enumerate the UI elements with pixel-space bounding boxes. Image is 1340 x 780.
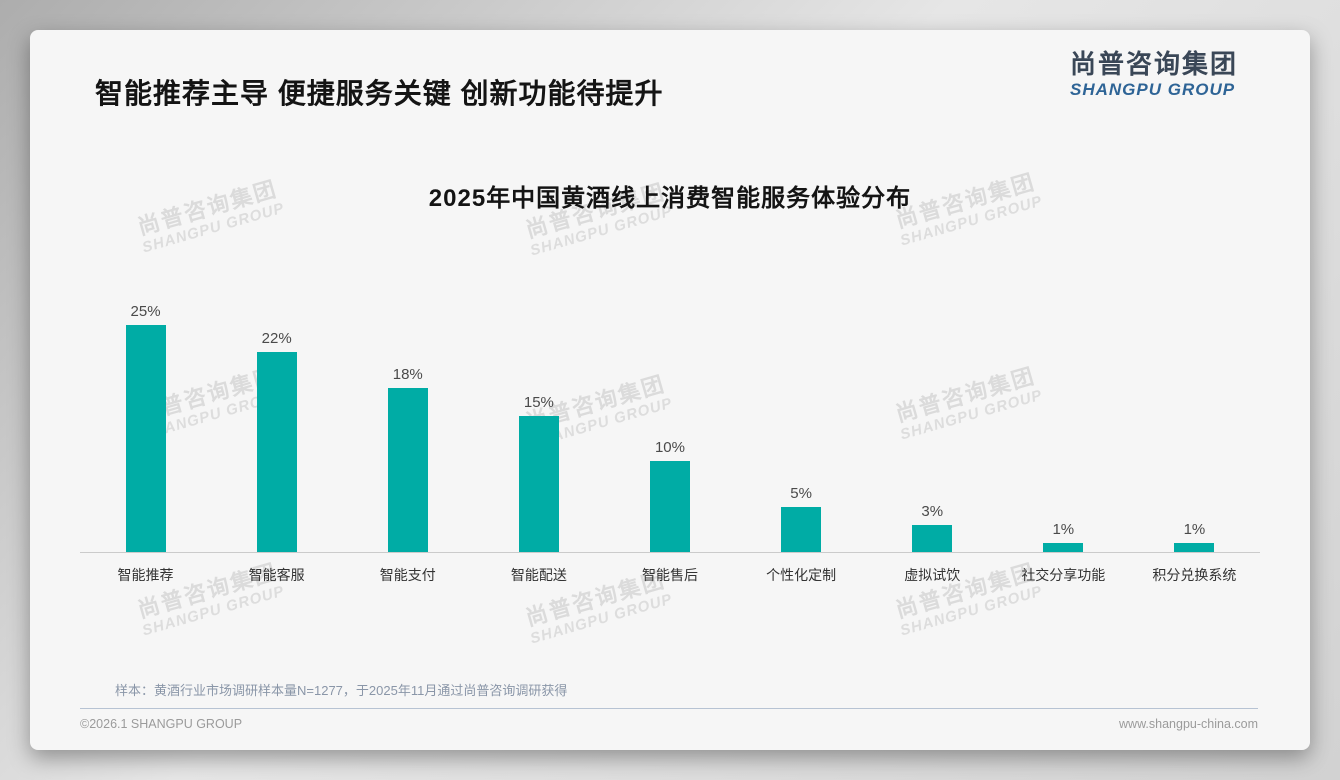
bar-value-label: 25%	[130, 303, 161, 320]
bar-value-label: 5%	[790, 485, 812, 502]
slide-footer: ©2026.1 SHANGPU GROUP www.shangpu-china.…	[80, 708, 1258, 731]
bar	[1174, 543, 1215, 552]
category-label: 智能售后	[641, 567, 698, 583]
bar-value-label: 1%	[1052, 521, 1075, 538]
website-text: www.shangpu-china.com	[1119, 717, 1258, 731]
bar-value-label: 22%	[261, 330, 292, 347]
company-logo: 尚普咨询集团 SHANGPU GROUP	[1070, 50, 1238, 99]
sample-footnote: 样本：黄酒行业市场调研样本量N=1277，于2025年11月通过尚普咨询调研获得	[115, 683, 568, 698]
category-label: 智能推荐	[117, 567, 174, 583]
chart-column: 25%	[80, 303, 211, 552]
chart-column: 5%	[736, 485, 867, 552]
category-axis: 智能推荐 智能客服 智能支付 智能配送 智能售后 个性化定制 虚拟试饮 社交分享功能 积分兑换系…	[80, 565, 1260, 585]
category-label: 智能支付	[379, 567, 436, 583]
bar-chart: 25% 22% 18% 15% 10% 5% 3% 1% 1% 智能推荐 智能客服 智能支付 智能配送…	[80, 300, 1260, 585]
chart-column: 22%	[211, 330, 342, 552]
bar	[125, 325, 166, 552]
watermark-english-text: SHANGPU GROUP	[898, 582, 1045, 640]
watermark-english-text: SHANGPU GROUP	[140, 582, 287, 640]
chart-column: 10%	[604, 439, 735, 552]
bar	[256, 352, 297, 552]
bar-value-label: 18%	[392, 366, 423, 383]
category-label: 社交分享功能	[1021, 567, 1106, 583]
category-label: 智能客服	[248, 567, 305, 583]
chart-column: 3%	[867, 503, 998, 552]
bar	[518, 416, 559, 552]
chart-column: 15%	[473, 394, 604, 552]
category-label: 积分兑换系统	[1152, 567, 1237, 583]
bar	[912, 525, 953, 552]
chart-column: 1%	[998, 521, 1129, 552]
bar	[781, 507, 822, 552]
watermark-english-text: SHANGPU GROUP	[528, 590, 675, 648]
bar	[1043, 543, 1084, 552]
chart-title: 2025年中国黄酒线上消费智能服务体验分布	[428, 185, 912, 212]
category-label: 个性化定制	[766, 567, 837, 583]
category-label: 虚拟试饮	[904, 567, 961, 583]
chart-plot: 25% 22% 18% 15% 10% 5% 3% 1% 1%	[80, 300, 1260, 553]
category-label: 智能配送	[510, 567, 567, 583]
chart-column: 18%	[342, 366, 473, 552]
bar	[649, 461, 690, 552]
bar-value-label: 10%	[654, 439, 685, 456]
logo-chinese-name: 尚普咨询集团	[1069, 49, 1238, 79]
report-slide: 尚普咨询集团 SHANGPU GROUP 尚普咨询集团 SHANGPU GROUP 尚普…	[30, 30, 1310, 750]
chart-column: 1%	[1129, 521, 1260, 552]
bar	[387, 388, 428, 552]
bar-value-label: 3%	[921, 503, 944, 520]
copyright-text: ©2026.1 SHANGPU GROUP	[80, 717, 243, 731]
page-title: 智能推荐主导 便捷服务关键 创新功能待提升	[95, 78, 664, 109]
bar-value-label: 1%	[1183, 521, 1206, 538]
logo-english-name: SHANGPU GROUP	[1069, 79, 1236, 99]
bar-value-label: 15%	[523, 394, 554, 411]
